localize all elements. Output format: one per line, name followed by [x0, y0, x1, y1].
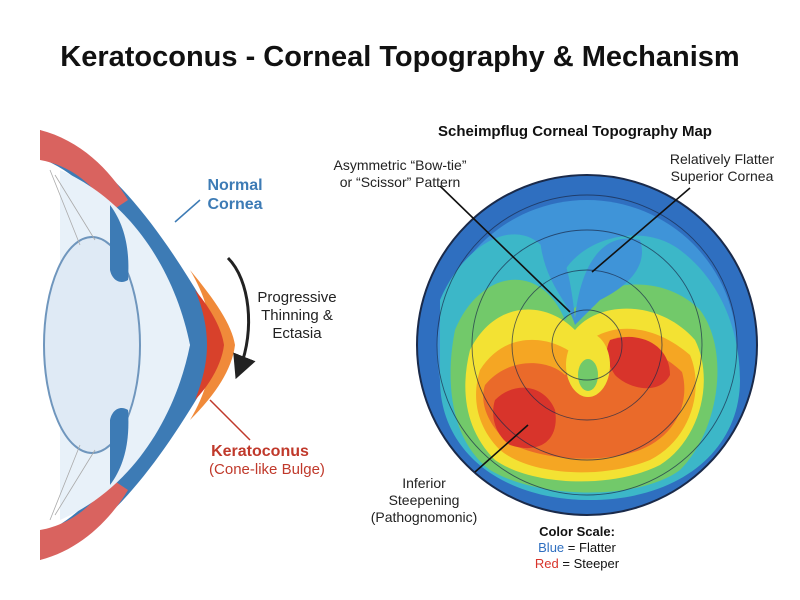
scale-red: Red = Steeper	[535, 556, 620, 571]
label-line: Cornea	[207, 196, 262, 213]
sclera-bottom	[40, 478, 128, 560]
lens	[43, 236, 141, 454]
kc-leader	[209, 399, 251, 441]
label-line: Blue	[538, 540, 564, 555]
keratoconus-sub: (Cone-like Bulge)	[209, 461, 325, 478]
progression-arrow	[226, 256, 256, 380]
map-title: Scheimpflug Corneal Topography Map	[438, 123, 712, 140]
inferior-leader	[474, 424, 529, 473]
cornea-band	[40, 130, 228, 560]
sclera-top	[40, 130, 128, 212]
label-line: Steepening	[389, 492, 460, 508]
scale-blue: Blue = Flatter	[538, 540, 616, 555]
label-line: (Pathognomonic)	[371, 509, 478, 525]
bowtie-label: Asymmetric “Bow-tie” or “Scissor” Pattern	[333, 157, 466, 190]
label-line: Normal	[207, 177, 262, 194]
label-line: Inferior	[402, 475, 446, 491]
topography-map	[417, 175, 757, 515]
label-line: = Flatter	[568, 540, 617, 555]
iris-bottom	[110, 408, 129, 485]
bowtie-leader	[439, 185, 571, 313]
label-line: Red	[535, 556, 559, 571]
flatter-label: Relatively Flatter Superior Cornea	[670, 151, 775, 184]
label-line: Superior Cornea	[671, 168, 774, 184]
normal-leader	[174, 199, 201, 223]
label-line: = Steeper	[562, 556, 619, 571]
title: Keratoconus - Corneal Topography & Mecha…	[60, 41, 739, 73]
label-line: Ectasia	[272, 325, 322, 342]
iris-top	[110, 205, 129, 282]
map-border	[416, 174, 758, 516]
label-line: Progressive	[257, 289, 336, 306]
label-line: Thinning &	[261, 307, 333, 324]
eye-diagram	[40, 130, 256, 560]
keratoconus-core	[195, 290, 224, 400]
normal-label: Normal Cornea	[207, 177, 262, 213]
label-line: Relatively Flatter	[670, 151, 775, 167]
arrow-label: Progressive Thinning & Ectasia	[257, 289, 336, 342]
keratoconus-label: Keratoconus	[211, 443, 309, 460]
flatter-leader	[591, 187, 691, 273]
scale-title: Color Scale:	[539, 524, 615, 539]
inferior-label: Inferior Steepening (Pathognomonic)	[371, 475, 478, 525]
label-line: Asymmetric “Bow-tie”	[333, 157, 466, 173]
label-line: or “Scissor” Pattern	[340, 174, 461, 190]
